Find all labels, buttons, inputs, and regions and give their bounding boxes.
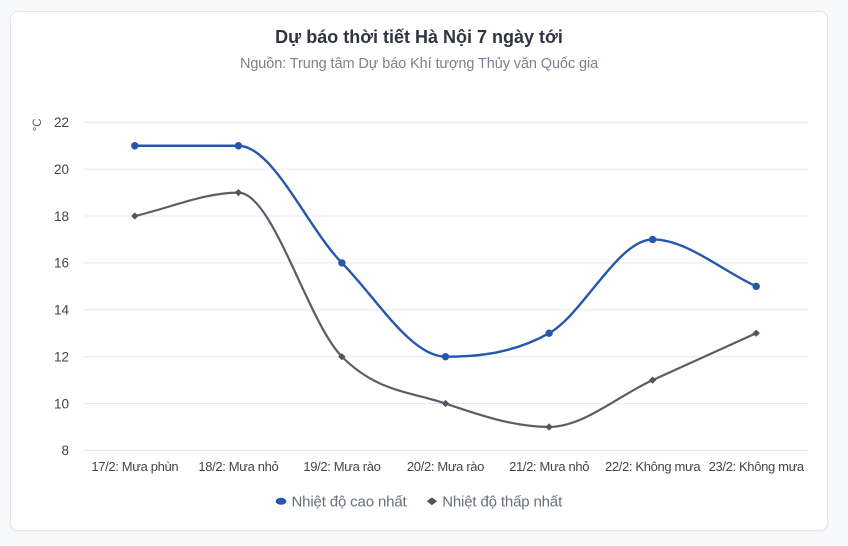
svg-text:16: 16 [54, 256, 69, 271]
svg-text:10: 10 [54, 396, 69, 411]
svg-text:17/2: Mưa phùn: 17/2: Mưa phùn [91, 459, 178, 474]
svg-text:18/2: Mưa nhỏ: 18/2: Mưa nhỏ [198, 459, 278, 474]
svg-text:18: 18 [54, 209, 69, 224]
svg-text:22: 22 [54, 115, 69, 130]
svg-text:20/2: Mưa rào: 20/2: Mưa rào [407, 459, 484, 474]
svg-text:21/2: Mưa nhỏ: 21/2: Mưa nhỏ [509, 459, 589, 474]
svg-text:23/2: Không mưa: 23/2: Không mưa [709, 459, 805, 474]
svg-text:22/2: Không mưa: 22/2: Không mưa [605, 459, 701, 474]
svg-text:20: 20 [54, 162, 69, 177]
svg-text:Nhiệt độ thấp nhất: Nhiệt độ thấp nhất [442, 493, 563, 510]
svg-text:14: 14 [54, 303, 70, 318]
svg-text:Nhiệt độ cao nhất: Nhiệt độ cao nhất [292, 493, 408, 510]
svg-text:8: 8 [61, 443, 69, 458]
svg-text:12: 12 [54, 350, 69, 365]
svg-text:19/2: Mưa rào: 19/2: Mưa rào [303, 459, 380, 474]
svg-text:°C: °C [32, 118, 44, 131]
